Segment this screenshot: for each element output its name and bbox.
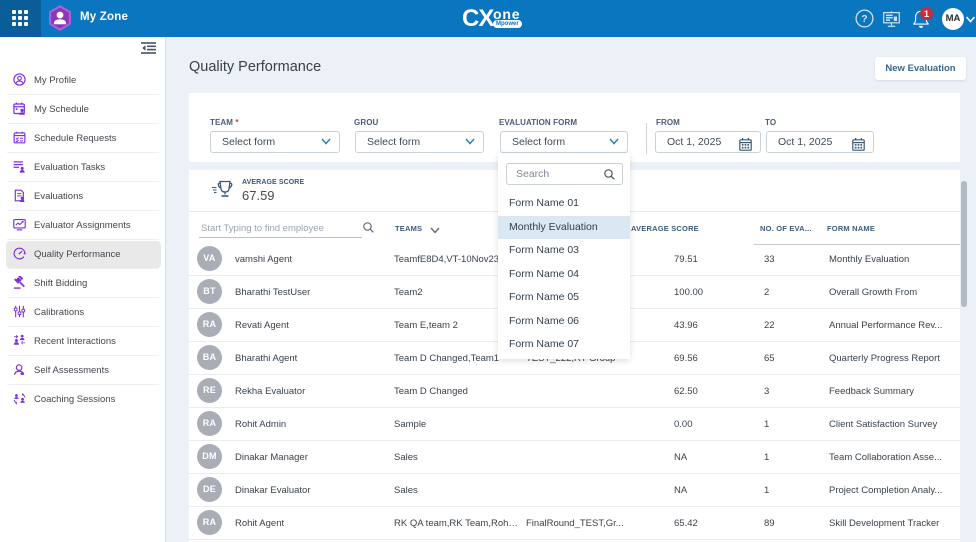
svg-text:1: 1 <box>924 9 929 19</box>
svg-text:?: ? <box>861 13 867 25</box>
